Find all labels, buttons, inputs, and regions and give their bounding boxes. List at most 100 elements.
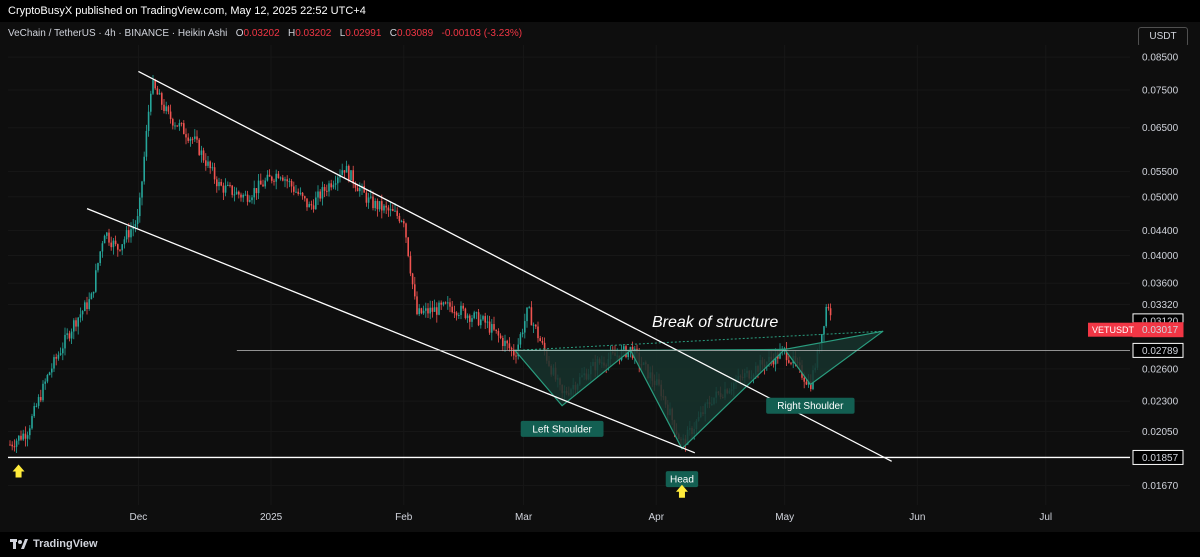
- candle-body: [508, 343, 511, 349]
- candle-body: [62, 348, 64, 354]
- candle-body: [282, 177, 284, 181]
- candle-body: [35, 405, 38, 407]
- candle-body: [389, 209, 392, 211]
- time-tick-label: May: [775, 512, 794, 523]
- candle-body: [411, 273, 414, 285]
- candle-body: [535, 324, 537, 327]
- price-tick-label: 0.07500: [1142, 86, 1179, 97]
- candle-body: [825, 306, 827, 327]
- candle-body: [22, 433, 24, 440]
- candle-body: [418, 308, 420, 315]
- candle-body: [312, 205, 315, 210]
- candle-body: [218, 181, 220, 187]
- publisher-banner: CryptoBusyX published on TradingView.com…: [0, 0, 1200, 22]
- candle-body: [348, 165, 350, 181]
- candle-body: [627, 350, 629, 358]
- price-tick-label: 0.04400: [1142, 226, 1179, 237]
- candle-body: [242, 194, 244, 198]
- price-tick-label: 0.05000: [1142, 192, 1179, 203]
- candle-body: [295, 191, 297, 193]
- candle-body: [482, 316, 484, 320]
- candle-body: [367, 197, 370, 203]
- price-tick-label: 0.08500: [1142, 53, 1179, 64]
- left-shoulder-label-background: [520, 420, 604, 437]
- candle-body: [326, 190, 328, 192]
- price-tick-label: 0.02600: [1142, 364, 1179, 375]
- symbol-line: VeChain / TetherUS · 4h · BINANCE · Heik…: [8, 28, 228, 39]
- candle-body: [433, 307, 436, 312]
- candle-body: [279, 177, 282, 179]
- candle-body: [207, 161, 209, 166]
- head-and-shoulders-pattern: [629, 348, 787, 450]
- support-price-tag-background: [1132, 449, 1184, 465]
- candle-body: [370, 196, 372, 198]
- price-tick-label: 0.01670: [1142, 481, 1179, 492]
- price-tick-label: 0.06500: [1142, 123, 1179, 134]
- open-value: 0.03202: [243, 28, 280, 39]
- candle-body: [356, 187, 359, 192]
- candle-body: [539, 338, 541, 342]
- candle-body: [251, 197, 253, 201]
- candle-body: [255, 188, 258, 194]
- candle-body: [449, 302, 451, 307]
- symbol-legend: VeChain / TetherUS · 4h · BINANCE · Heik…: [8, 28, 522, 39]
- candle-body: [24, 433, 27, 439]
- price-tick-label: 0.02050: [1142, 427, 1179, 438]
- symbol-tag: VETUSDT: [1092, 325, 1135, 335]
- candle-body: [112, 240, 115, 248]
- candle-body: [354, 183, 357, 188]
- candle-body: [805, 381, 808, 385]
- candle-body: [378, 201, 381, 210]
- candle-body: [310, 204, 313, 206]
- candle-body: [55, 357, 57, 359]
- candle-body: [284, 179, 286, 181]
- candle-body: [233, 194, 236, 196]
- candle-body: [438, 302, 440, 315]
- candle-body: [46, 374, 49, 382]
- candle-body: [231, 185, 233, 195]
- candle-body: [293, 186, 295, 192]
- time-tick-label: 2025: [260, 512, 283, 523]
- candle-body: [209, 161, 211, 169]
- price-tick-label: 0.04000: [1142, 251, 1179, 262]
- candle-body: [462, 305, 464, 309]
- candle-body: [202, 150, 205, 161]
- candle-body: [121, 244, 123, 251]
- candle-body: [469, 315, 471, 322]
- footer-bar: [0, 532, 1200, 557]
- candle-body: [332, 184, 335, 188]
- candle-body: [304, 196, 306, 199]
- candle-body: [350, 170, 352, 181]
- drawings: Break of structure Left Shoulder Head Right…: [8, 70, 1130, 498]
- candle-body: [134, 224, 137, 227]
- candle-body: [530, 307, 533, 326]
- candle-body: [473, 312, 475, 319]
- candle-body: [288, 181, 291, 183]
- candle-body: [150, 93, 152, 112]
- chart-grid: [8, 45, 1130, 505]
- candle-body: [385, 205, 387, 208]
- time-axis: Dec 2025 Feb Mar Apr May Jun Jul: [130, 512, 1053, 523]
- candle-body: [425, 308, 427, 311]
- candle-body: [471, 318, 473, 322]
- low-value: 0.02991: [345, 28, 382, 39]
- left-shoulder-label: Left Shoulder: [532, 424, 592, 435]
- candle-body: [623, 346, 625, 350]
- channel-lower-line: [86, 207, 696, 454]
- candle-body: [383, 205, 385, 211]
- candle-body: [458, 314, 460, 316]
- candle-body: [323, 187, 326, 191]
- candle-body: [136, 216, 139, 225]
- candle-body: [374, 200, 376, 209]
- high-label: H: [287, 28, 296, 39]
- candle-body: [246, 194, 249, 202]
- candle-body: [79, 314, 82, 318]
- candle-body: [167, 106, 170, 112]
- candle-body: [53, 357, 55, 369]
- candle-body: [524, 321, 526, 333]
- candle-body: [260, 180, 262, 185]
- candle-body: [110, 242, 112, 248]
- candle-body: [394, 210, 396, 212]
- candle-body: [277, 173, 280, 179]
